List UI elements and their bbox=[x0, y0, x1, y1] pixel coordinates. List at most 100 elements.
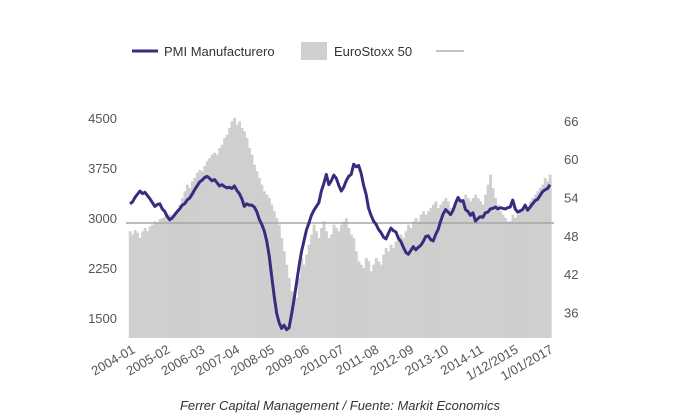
left-axis-tick: 2250 bbox=[88, 261, 117, 276]
eurostoxx-bar bbox=[506, 221, 510, 338]
eurostoxx-bar bbox=[364, 258, 368, 338]
eurostoxx-bar bbox=[436, 208, 440, 338]
eurostoxx-bar bbox=[342, 221, 346, 338]
eurostoxx-bar bbox=[280, 238, 284, 338]
eurostoxx-bar bbox=[491, 188, 495, 338]
right-axis-tick: 66 bbox=[564, 114, 578, 129]
eurostoxx-bar bbox=[166, 219, 169, 338]
eurostoxx-bar bbox=[240, 128, 244, 338]
eurostoxx-bar bbox=[461, 204, 465, 338]
eurostoxx-bar bbox=[173, 212, 177, 338]
right-axis-ticks: 36 42 48 54 60 66 bbox=[564, 114, 578, 321]
eurostoxx-bar bbox=[526, 208, 530, 338]
eurostoxx-bar bbox=[504, 218, 507, 338]
eurostoxx-bar bbox=[412, 221, 415, 338]
eurostoxx-bar bbox=[511, 214, 515, 338]
eurostoxx-bar bbox=[441, 201, 445, 338]
eurostoxx-bar bbox=[161, 218, 164, 338]
eurostoxx-bar bbox=[190, 181, 194, 338]
eurostoxx-bar bbox=[424, 214, 428, 338]
eurostoxx-bar bbox=[136, 232, 140, 338]
eurostoxx-bar bbox=[200, 171, 204, 338]
eurostoxx-bar bbox=[215, 154, 219, 338]
eurostoxx-bar bbox=[275, 218, 279, 338]
eurostoxx-bar bbox=[516, 214, 520, 338]
eurostoxx-bar bbox=[168, 214, 172, 338]
eurostoxx-bar bbox=[407, 224, 410, 338]
eurostoxx-bar bbox=[384, 248, 388, 338]
eurostoxx-bar bbox=[307, 244, 311, 338]
eurostoxx-bar bbox=[382, 254, 386, 338]
eurostoxx-bar bbox=[310, 234, 314, 338]
eurostoxx-bar bbox=[208, 158, 212, 338]
eurostoxx-bar bbox=[414, 218, 418, 338]
eurostoxx-bar bbox=[513, 218, 517, 338]
eurostoxx-bar bbox=[541, 184, 545, 338]
right-axis-tick: 54 bbox=[564, 190, 578, 205]
eurostoxx-bar bbox=[394, 241, 398, 338]
eurostoxx-bar bbox=[203, 166, 207, 338]
eurostoxx-bar bbox=[479, 201, 483, 338]
legend-pmi-label: PMI Manufacturero bbox=[164, 44, 275, 59]
eurostoxx-bar bbox=[543, 178, 547, 338]
eurostoxx-bar bbox=[531, 198, 535, 338]
eurostoxx-bar bbox=[446, 201, 450, 338]
eurostoxx-bar bbox=[295, 298, 299, 338]
eurostoxx-bar bbox=[347, 228, 351, 338]
legend: PMI Manufacturero EuroStoxx 50 bbox=[132, 42, 464, 60]
legend-eurostoxx-label: EuroStoxx 50 bbox=[334, 44, 412, 59]
eurostoxx-bar bbox=[402, 238, 406, 338]
eurostoxx-bar bbox=[257, 178, 261, 338]
eurostoxx-bar bbox=[335, 228, 338, 338]
eurostoxx-bar bbox=[238, 121, 241, 338]
eurostoxx-bar bbox=[302, 264, 306, 338]
eurostoxx-bar bbox=[320, 228, 324, 338]
left-axis-ticks: 1500 2250 3000 3750 4500 bbox=[88, 111, 117, 326]
eurostoxx-bar bbox=[156, 223, 159, 338]
eurostoxx-bar bbox=[300, 258, 304, 338]
eurostoxx-bar bbox=[344, 218, 348, 338]
eurostoxx-bar bbox=[128, 231, 132, 338]
eurostoxx-bar bbox=[178, 204, 182, 338]
eurostoxx-bars bbox=[128, 118, 552, 338]
eurostoxx-bar bbox=[354, 251, 358, 338]
eurostoxx-bar bbox=[426, 211, 430, 338]
eurostoxx-bar bbox=[449, 208, 453, 338]
left-axis-tick: 3750 bbox=[88, 161, 117, 176]
eurostoxx-bar bbox=[508, 221, 512, 338]
x-axis-ticks: 2004-012005-022006-032007-042008-052009-… bbox=[89, 342, 556, 384]
eurostoxx-bar bbox=[362, 268, 366, 338]
eurostoxx-bar bbox=[175, 210, 179, 338]
eurostoxx-bar bbox=[372, 264, 376, 338]
eurostoxx-bar bbox=[481, 204, 485, 338]
eurostoxx-bar bbox=[474, 194, 478, 338]
eurostoxx-bar bbox=[317, 238, 321, 338]
eurostoxx-bar bbox=[282, 251, 286, 338]
eurostoxx-bar bbox=[469, 201, 473, 338]
eurostoxx-bar bbox=[528, 201, 532, 338]
eurostoxx-bar bbox=[523, 204, 527, 338]
eurostoxx-bar bbox=[476, 198, 480, 338]
left-axis-tick: 4500 bbox=[88, 111, 117, 126]
eurostoxx-bar bbox=[454, 204, 458, 338]
eurostoxx-bar bbox=[330, 234, 333, 338]
eurostoxx-bar bbox=[213, 152, 217, 338]
eurostoxx-bar bbox=[434, 201, 438, 338]
eurostoxx-bar bbox=[250, 154, 254, 338]
eurostoxx-bar bbox=[521, 208, 525, 338]
eurostoxx-bar bbox=[369, 271, 373, 338]
eurostoxx-bar bbox=[148, 226, 152, 338]
eurostoxx-bar bbox=[153, 221, 157, 338]
eurostoxx-bar bbox=[387, 251, 391, 338]
eurostoxx-bar bbox=[389, 244, 393, 338]
eurostoxx-bar bbox=[158, 219, 162, 338]
eurostoxx-bar bbox=[292, 301, 296, 338]
eurostoxx-bar bbox=[352, 238, 356, 338]
left-axis-tick: 1500 bbox=[88, 311, 117, 326]
eurostoxx-bar bbox=[484, 194, 488, 338]
eurostoxx-bar bbox=[489, 174, 492, 338]
eurostoxx-bar bbox=[220, 144, 224, 338]
eurostoxx-bar bbox=[397, 238, 401, 338]
eurostoxx-bar bbox=[312, 224, 316, 338]
eurostoxx-bar bbox=[193, 178, 197, 338]
